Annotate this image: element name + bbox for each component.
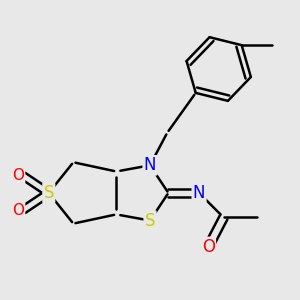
- Text: O: O: [202, 238, 215, 256]
- Text: S: S: [44, 184, 54, 202]
- Text: S: S: [145, 212, 155, 230]
- Text: N: N: [144, 156, 156, 174]
- Text: O: O: [12, 168, 24, 183]
- Text: N: N: [193, 184, 205, 202]
- Text: O: O: [12, 202, 24, 217]
